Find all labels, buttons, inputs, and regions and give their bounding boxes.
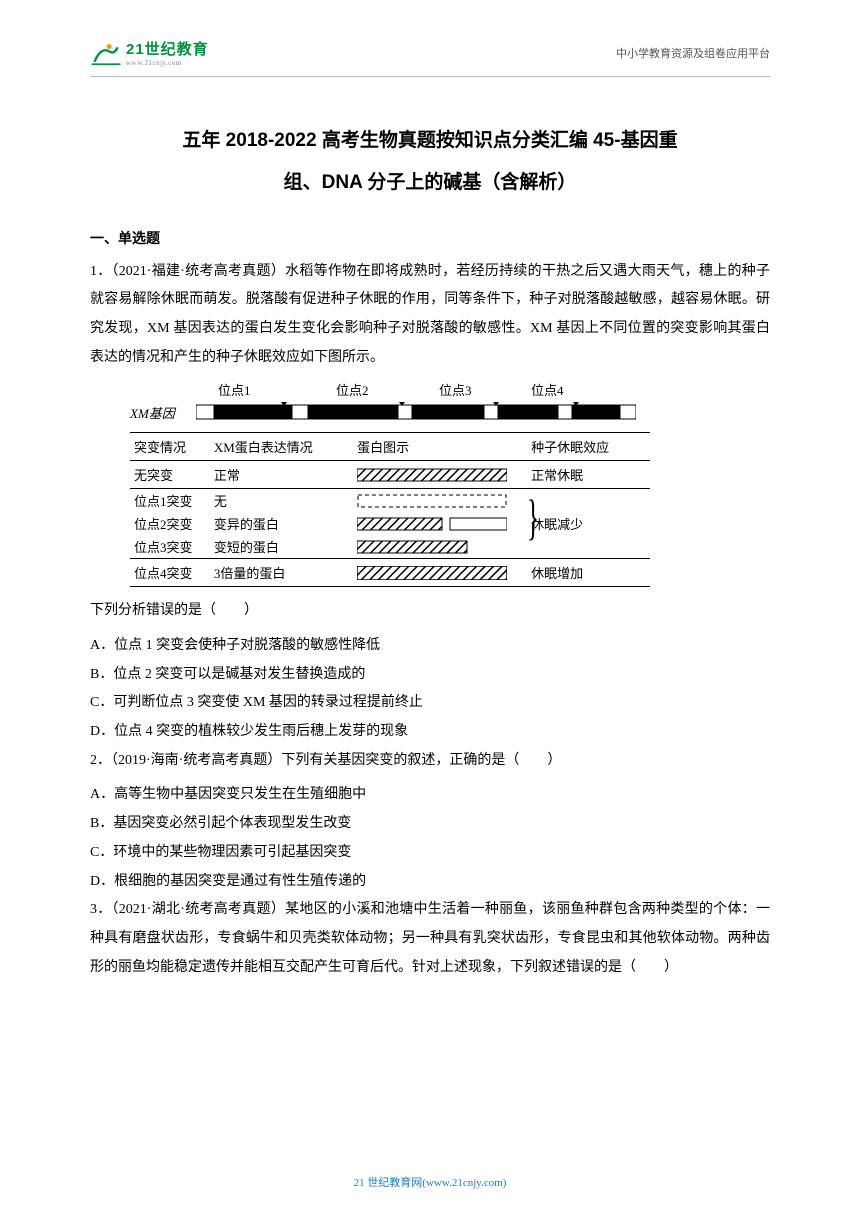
header-rule (90, 76, 770, 77)
q1-stem: 1．（2021·福建·统考高考真题）水稻等作物在即将成熟时，若经历持续的干热之后… (90, 258, 770, 373)
td: 无 (210, 489, 353, 513)
td: 位点1突变 (130, 489, 210, 513)
td (353, 489, 527, 513)
td: 变异的蛋白 (210, 512, 353, 535)
option-c: C．可判断位点 3 突变使 XM 基因的转录过程提前终止 (90, 689, 770, 718)
logo: 21世纪教育 www.21cnjy.com (90, 38, 209, 67)
td: 位点3突变 (130, 535, 210, 559)
gene-name-label: XM基因 (130, 403, 188, 422)
td (353, 512, 527, 535)
q2-options: A．高等生物中基因突变只发生在生殖细胞中 B．基因突变必然引起个体表现型发生改变… (90, 781, 770, 896)
header-right-text: 中小学教育资源及组卷应用平台 (616, 45, 770, 61)
td (353, 559, 527, 587)
q2-stem: 2．（2019·海南·统考高考真题）下列有关基因突变的叙述，正确的是（ ） (90, 747, 770, 776)
logo-title: 21世纪教育 (126, 38, 209, 59)
td (353, 535, 527, 559)
th: 种子休眠效应 (527, 433, 650, 461)
td: 正常休眠 (527, 461, 650, 489)
th: 突变情况 (130, 433, 210, 461)
td: 变短的蛋白 (210, 535, 353, 559)
option-b: B．位点 2 突变可以是碱基对发生替换造成的 (90, 661, 770, 690)
option-a: A．位点 1 突变会使种子对脱落酸的敏感性降低 (90, 632, 770, 661)
document-title: 五年 2018-2022 高考生物真题按知识点分类汇编 45-基因重 组、DNA… (90, 120, 770, 204)
table-header-row: 突变情况 XM蛋白表达情况 蛋白图示 种子休眠效应 (130, 433, 650, 461)
td (353, 461, 527, 489)
section-heading: 一、单选题 (90, 228, 770, 248)
td: 正常 (210, 461, 353, 489)
td: }休眠减少 (527, 512, 650, 535)
option-a: A．高等生物中基因突变只发生在生殖细胞中 (90, 781, 770, 810)
q1-options: A．位点 1 突变会使种子对脱落酸的敏感性降低 B．位点 2 突变可以是碱基对发… (90, 632, 770, 747)
logo-url: www.21cnjy.com (126, 59, 209, 67)
gene-bar-graphic (196, 402, 636, 422)
page-footer: 21 世纪教育网(www.21cnjy.com) (0, 1174, 860, 1190)
q1-tail: 下列分析错误的是（ ） (90, 597, 770, 626)
site-label: 位点2 (336, 380, 439, 399)
table-row: 位点1突变无 (130, 489, 650, 513)
option-c: C．环境中的某些物理因素可引起基因突变 (90, 839, 770, 868)
page-header: 21世纪教育 www.21cnjy.com 中小学教育资源及组卷应用平台 (90, 38, 770, 67)
table-row: 位点3突变变短的蛋白 (130, 535, 650, 559)
site-label: 位点1 (218, 380, 336, 399)
td: 无突变 (130, 461, 210, 489)
document-body: 五年 2018-2022 高考生物真题按知识点分类汇编 45-基因重 组、DNA… (90, 120, 770, 982)
mutation-table: 突变情况 XM蛋白表达情况 蛋白图示 种子休眠效应 无突变正常正常休眠位点1突变… (130, 432, 650, 587)
table-row: 位点4突变3倍量的蛋白 休眠增加 (130, 559, 650, 587)
q3-stem: 3．（2021·湖北·统考高考真题）某地区的小溪和池塘中生活着一种丽鱼，该丽鱼种… (90, 896, 770, 982)
th: 蛋白图示 (353, 433, 527, 461)
td: 休眠增加 (527, 559, 650, 587)
title-line-1: 五年 2018-2022 高考生物真题按知识点分类汇编 45-基因重 (90, 120, 770, 162)
table-row: 位点2突变变异的蛋白 }休眠减少 (130, 512, 650, 535)
q1-figure: 位点1 位点2 位点3 位点4 XM基因 突变情况 XM蛋白表达情况 蛋白图示 … (130, 380, 650, 587)
option-d: D．位点 4 突变的植株较少发生雨后穗上发芽的现象 (90, 718, 770, 747)
table-row: 无突变正常 正常休眠 (130, 461, 650, 489)
td (527, 489, 650, 513)
site-label: 位点3 (439, 380, 531, 399)
option-b: B．基因突变必然引起个体表现型发生改变 (90, 810, 770, 839)
site-label: 位点4 (531, 380, 591, 399)
td (527, 535, 650, 559)
gene-site-labels: 位点1 位点2 位点3 位点4 (130, 380, 650, 399)
option-d: D．根细胞的基因突变是通过有性生殖传递的 (90, 868, 770, 897)
td: 3倍量的蛋白 (210, 559, 353, 587)
td: 位点4突变 (130, 559, 210, 587)
td: 位点2突变 (130, 512, 210, 535)
title-line-2: 组、DNA 分子上的碱基（含解析） (90, 162, 770, 204)
gene-diagram: 位点1 位点2 位点3 位点4 XM基因 (130, 380, 650, 432)
runner-icon (90, 40, 122, 66)
th: XM蛋白表达情况 (210, 433, 353, 461)
